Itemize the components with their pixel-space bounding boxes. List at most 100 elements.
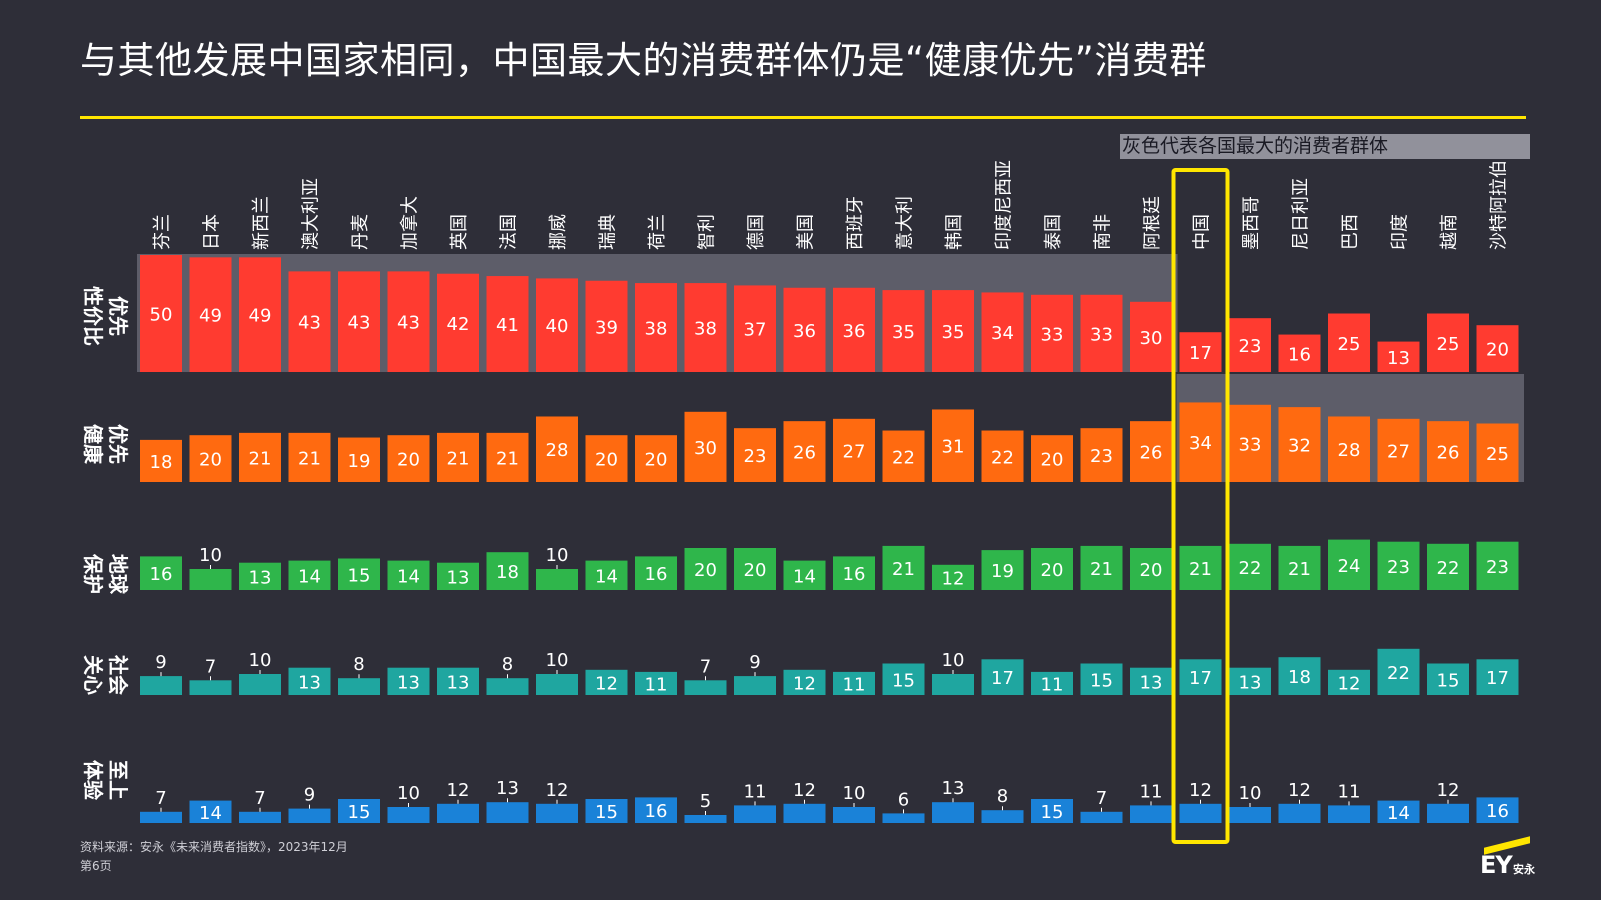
bar-value-label: 14 bbox=[298, 566, 321, 587]
bar-value-label: 8 bbox=[997, 786, 1008, 807]
bar-value-label: 16 bbox=[1288, 344, 1311, 365]
bar-3 bbox=[1476, 541, 1519, 590]
bar-1 bbox=[1278, 334, 1321, 372]
bar-3 bbox=[783, 560, 826, 590]
bar-value-label: 21 bbox=[496, 448, 519, 469]
bar-value-label: 13 bbox=[1239, 672, 1262, 693]
bar-value-label: 13 bbox=[249, 567, 272, 588]
bar-value-label: 13 bbox=[447, 567, 470, 588]
bar-1 bbox=[1328, 313, 1370, 372]
bar-value-label: 33 bbox=[1239, 434, 1262, 455]
bar-1 bbox=[833, 287, 875, 372]
bar-5 bbox=[140, 811, 182, 823]
bar-4 bbox=[239, 674, 281, 695]
bar-1 bbox=[1031, 294, 1073, 372]
bar-3 bbox=[684, 548, 727, 590]
bar-1 bbox=[1179, 332, 1222, 372]
bar-value-label: 16 bbox=[150, 564, 173, 585]
bar-value-label: 36 bbox=[843, 321, 866, 342]
bar-1 bbox=[239, 257, 281, 372]
bar-value-label: 31 bbox=[942, 437, 965, 458]
bar-value-label: 17 bbox=[1189, 343, 1212, 364]
bar-value-label: 17 bbox=[1189, 668, 1212, 689]
row-label: 性价比 bbox=[81, 286, 105, 346]
bar-2 bbox=[585, 435, 628, 482]
bar-value-label: 15 bbox=[1437, 670, 1460, 691]
bar-5 bbox=[1377, 800, 1420, 823]
bar-value-label: 12 bbox=[793, 780, 816, 801]
row-label: 优先 bbox=[106, 424, 130, 464]
bar-value-label: 39 bbox=[595, 317, 618, 338]
bar-value-label: 22 bbox=[991, 447, 1014, 468]
bar-4 bbox=[783, 669, 826, 695]
bar-3 bbox=[189, 569, 232, 590]
bar-value-label: 11 bbox=[1041, 674, 1064, 695]
row-label: 社会 bbox=[106, 654, 130, 695]
page-number: 第6页 bbox=[80, 859, 112, 873]
bar-value-label: 18 bbox=[496, 562, 519, 583]
bar-value-label: 16 bbox=[1486, 801, 1509, 822]
bar-value-label: 10 bbox=[546, 650, 569, 671]
bar-value-label: 49 bbox=[199, 306, 222, 327]
ey-logo-cn: 安永 bbox=[1513, 863, 1535, 876]
bar-value-label: 18 bbox=[150, 452, 173, 473]
bar-value-label: 15 bbox=[1090, 670, 1113, 691]
bar-1 bbox=[437, 273, 479, 372]
bar-value-label: 21 bbox=[298, 448, 321, 469]
bar-1 bbox=[1080, 294, 1123, 372]
bar-value-label: 10 bbox=[1239, 783, 1262, 804]
bar-value-label: 15 bbox=[348, 802, 371, 823]
bar-2 bbox=[882, 430, 925, 482]
bar-1 bbox=[1476, 325, 1519, 372]
bar-5 bbox=[437, 803, 479, 823]
bar-value-label: 25 bbox=[1486, 444, 1509, 465]
bar-value-label: 12 bbox=[546, 780, 569, 801]
bar-3 bbox=[1031, 548, 1073, 590]
bar-3 bbox=[981, 550, 1024, 590]
bar-5 bbox=[783, 803, 826, 823]
bar-4 bbox=[1080, 663, 1123, 695]
bar-value-label: 22 bbox=[892, 447, 915, 468]
bar-value-label: 19 bbox=[991, 561, 1014, 582]
bar-1 bbox=[783, 287, 826, 372]
bar-value-label: 15 bbox=[1041, 802, 1064, 823]
bar-3 bbox=[1377, 541, 1420, 590]
bar-value-label: 37 bbox=[744, 320, 767, 341]
country-label: 印度尼西亚 bbox=[994, 160, 1015, 250]
bar-3 bbox=[437, 562, 479, 590]
bar-2 bbox=[783, 421, 826, 482]
bar-value-label: 30 bbox=[1140, 328, 1163, 349]
bar-value-label: 33 bbox=[1041, 324, 1064, 345]
bar-3 bbox=[140, 556, 182, 590]
bar-4 bbox=[140, 676, 182, 695]
bar-5 bbox=[239, 811, 281, 823]
bar-2 bbox=[1179, 402, 1222, 482]
bar-value-label: 42 bbox=[447, 314, 470, 335]
bar-value-label: 40 bbox=[546, 316, 569, 337]
bar-5 bbox=[288, 808, 331, 823]
bar-2 bbox=[1377, 418, 1420, 482]
bar-2 bbox=[833, 418, 875, 482]
bar-4 bbox=[684, 680, 727, 695]
bar-2 bbox=[1476, 423, 1519, 482]
bar-value-label: 16 bbox=[843, 564, 866, 585]
bar-4 bbox=[536, 674, 578, 695]
bar-2 bbox=[140, 439, 182, 482]
bar-4 bbox=[932, 674, 974, 695]
bar-5 bbox=[1427, 803, 1469, 823]
bar-value-label: 8 bbox=[353, 654, 364, 675]
bar-value-label: 24 bbox=[1338, 556, 1361, 577]
bar-3 bbox=[1080, 545, 1123, 590]
bar-5 bbox=[1328, 805, 1370, 823]
bar-5 bbox=[1130, 805, 1172, 823]
bar-value-label: 14 bbox=[1387, 803, 1410, 824]
bar-value-label: 35 bbox=[942, 322, 965, 343]
bar-value-label: 35 bbox=[892, 322, 915, 343]
bar-2 bbox=[437, 432, 479, 482]
bar-value-label: 23 bbox=[1090, 446, 1113, 467]
bar-2 bbox=[536, 416, 578, 482]
country-label: 尼日利亚 bbox=[1291, 178, 1312, 250]
bar-value-label: 11 bbox=[1338, 781, 1361, 802]
bar-5 bbox=[833, 807, 875, 823]
